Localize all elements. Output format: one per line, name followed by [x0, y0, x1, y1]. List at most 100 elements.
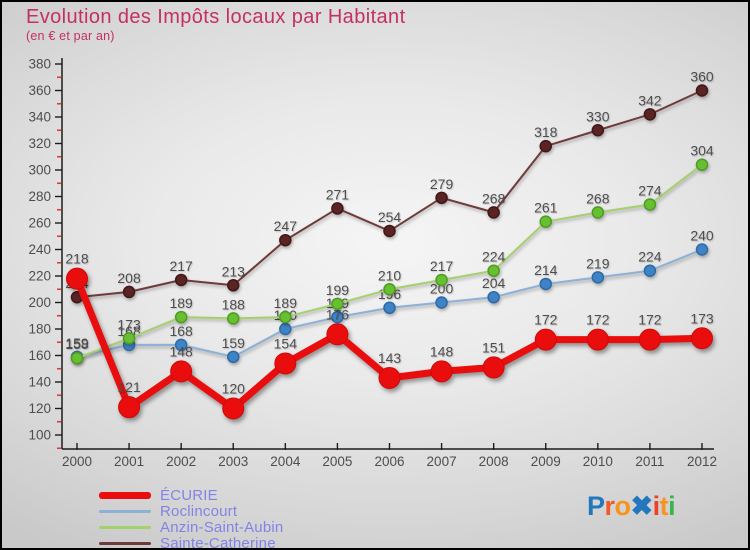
point-label: 218 — [65, 251, 89, 267]
y-tick-label: 280 — [28, 189, 51, 204]
proxiti-logo: Pro✖iti — [587, 491, 676, 522]
x-tick-label: 2011 — [635, 454, 664, 469]
data-point — [539, 139, 552, 153]
y-tick-label: 300 — [28, 163, 51, 178]
point-label: 199 — [326, 282, 350, 298]
point-label: 120 — [222, 381, 246, 397]
data-point — [70, 351, 84, 365]
data-point — [326, 323, 349, 346]
data-point — [487, 290, 500, 304]
data-point — [331, 202, 344, 215]
legend-swatch-sainte-catherine — [99, 541, 151, 545]
data-point — [274, 352, 297, 375]
point-label: 217 — [430, 258, 454, 274]
data-point — [383, 224, 396, 238]
series-labels-anzin-saint-aubin: 158 173 189 188 189 199 210 217 224 261 268 274 304 — [65, 143, 714, 352]
legend-label: ÉCURIE — [160, 486, 218, 504]
data-point — [226, 350, 240, 364]
data-point — [482, 356, 505, 379]
point-label: 173 — [117, 316, 141, 332]
y-tick-label: 260 — [28, 216, 51, 231]
point-label: 224 — [482, 249, 506, 265]
legend-swatch-roclincourt — [99, 509, 151, 513]
data-point — [222, 397, 245, 420]
y-tick-label: 140 — [28, 375, 51, 390]
y-tick-label: 220 — [28, 269, 51, 284]
chart-subtitle: (en € et par an) — [26, 29, 115, 43]
data-point — [643, 108, 657, 121]
point-label: 121 — [117, 379, 141, 395]
point-label: 208 — [117, 270, 141, 286]
point-label: 148 — [169, 343, 193, 359]
point-label: 189 — [274, 295, 298, 311]
data-point — [435, 273, 448, 287]
point-label: 224 — [638, 249, 662, 265]
x-tick-label: 2009 — [531, 454, 561, 469]
data-point — [643, 198, 657, 211]
point-label: 172 — [586, 312, 610, 328]
data-point — [279, 310, 292, 324]
logo-letter: i — [668, 491, 676, 521]
legend-swatch-anzin-saint-aubin — [99, 525, 151, 529]
point-label: 213 — [222, 263, 246, 279]
legend-item-sainte-catherine: Sainte-Catherine — [99, 534, 283, 550]
data-point — [586, 328, 609, 351]
data-point — [122, 285, 136, 299]
data-point — [174, 273, 188, 287]
y-tick-label: 160 — [28, 348, 51, 363]
point-label: 279 — [430, 176, 454, 192]
point-label: 188 — [222, 296, 246, 312]
logo-letter: P — [587, 491, 605, 521]
point-label: 210 — [378, 267, 402, 283]
point-label: 342 — [638, 92, 662, 108]
point-label: 268 — [482, 190, 506, 206]
data-point — [174, 310, 188, 324]
point-label: 204 — [482, 275, 506, 291]
point-label: 189 — [169, 295, 193, 311]
logo-letter: ✖ — [630, 491, 654, 521]
y-tick-label: 360 — [28, 83, 51, 98]
data-point — [66, 267, 88, 290]
x-tick-label: 2004 — [270, 454, 301, 469]
data-point — [170, 360, 193, 383]
logo-letter: t — [659, 491, 669, 521]
data-point — [118, 396, 141, 419]
data-point — [643, 264, 657, 277]
point-label: 200 — [430, 281, 454, 297]
point-label: 158 — [65, 336, 89, 352]
legend-label: Sainte-Catherine — [160, 534, 276, 550]
x-tick-label: 2008 — [479, 454, 509, 469]
data-point — [695, 158, 709, 171]
point-label: 261 — [534, 200, 558, 216]
y-tick-label: 200 — [28, 295, 51, 310]
legend-item-roclincourt: Roclincourt — [99, 502, 283, 520]
legend-label: Roclincourt — [160, 502, 238, 520]
series--curie — [66, 267, 713, 420]
point-label: 274 — [638, 182, 662, 198]
data-point — [383, 301, 396, 315]
data-point — [591, 206, 605, 219]
point-label: 176 — [326, 306, 350, 322]
data-point — [331, 310, 344, 324]
point-label: 247 — [274, 218, 298, 234]
data-point — [279, 322, 292, 336]
point-label: 154 — [274, 335, 298, 351]
series-roclincourt — [70, 243, 709, 364]
axes: 100 120 140 160 180 200 220 240 260 280 300 320 340 3… — [28, 57, 717, 470]
series-anzin-saint-aubin — [70, 158, 709, 365]
logo-letter: i — [652, 491, 661, 521]
point-label: 268 — [586, 190, 610, 206]
data-point — [695, 243, 709, 256]
point-label: 360 — [690, 69, 714, 85]
data-point — [534, 328, 557, 351]
series-labels--curie: 218 121 148 120 154 176 143 148 151 172 172 172 173 — [65, 251, 714, 397]
point-label: 330 — [586, 108, 610, 124]
series-labels-roclincourt: 159168168159180189196200204214219224240 — [65, 228, 714, 351]
data-point — [695, 84, 709, 97]
data-point — [591, 124, 605, 137]
point-label: 219 — [586, 255, 610, 271]
data-point — [539, 215, 552, 228]
point-label: 217 — [169, 258, 193, 274]
data-point — [638, 328, 661, 351]
y-tick-label: 240 — [28, 242, 51, 257]
